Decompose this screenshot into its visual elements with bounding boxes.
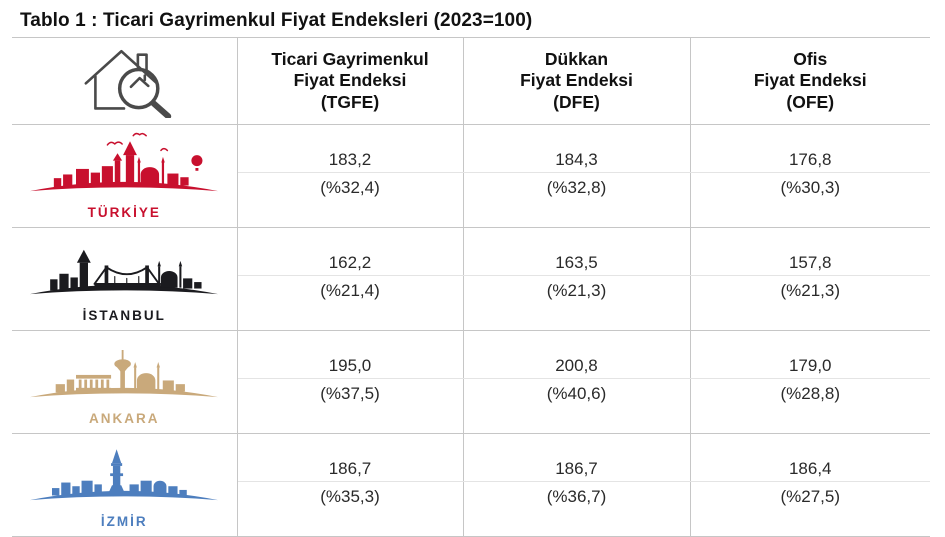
change-ankara-dfe: (%40,6) <box>463 378 691 434</box>
change-turkiye-tgfe: (%32,4) <box>237 172 464 228</box>
region-cell-izmir: İZMİR <box>12 433 238 537</box>
change-turkiye-ofe: (%30,3) <box>690 172 930 228</box>
change-turkiye-dfe: (%32,8) <box>463 172 691 228</box>
value-turkiye-tgfe: 183,2 <box>237 124 464 173</box>
value-istanbul-ofe: 157,8 <box>690 227 930 276</box>
region-cell-ankara: ANKARA <box>12 330 238 434</box>
table-row-change: (%32,4) (%32,8) (%30,3) <box>12 172 930 228</box>
tgfe-header-line2: Fiyat Endeksi <box>293 70 407 91</box>
region-label-ankara: ANKARA <box>89 411 160 426</box>
dfe-header-line1: Dükkan <box>544 48 609 69</box>
table-row-change: (%35,3) (%36,7) (%27,5) <box>12 481 930 537</box>
table-row-change: (%37,5) (%40,6) (%28,8) <box>12 378 930 434</box>
value-izmir-tgfe: 186,7 <box>237 433 464 482</box>
change-ankara-tgfe: (%37,5) <box>237 378 464 434</box>
value-turkiye-ofe: 176,8 <box>690 124 930 173</box>
region-label-istanbul: İSTANBUL <box>82 308 166 323</box>
house-magnifier-icon <box>84 49 172 119</box>
header-icon-cell <box>12 37 238 125</box>
ofe-header-line3: (OFE) <box>786 91 835 112</box>
change-izmir-ofe: (%27,5) <box>690 481 930 537</box>
change-istanbul-dfe: (%21,3) <box>463 275 691 331</box>
value-turkiye-dfe: 184,3 <box>463 124 691 173</box>
value-ankara-tgfe: 195,0 <box>237 330 464 379</box>
value-izmir-dfe: 186,7 <box>463 433 691 482</box>
table-row: ANKARA 195,0 200,8 179,0 <box>12 330 930 434</box>
table-row: İZMİR 186,7 186,7 186,4 <box>12 433 930 537</box>
table-header-row: Ticari Gayrimenkul Fiyat Endeksi (TGFE) … <box>12 37 930 125</box>
dfe-header-line3: (DFE) <box>553 91 600 112</box>
istanbul-skyline-icon <box>30 249 219 295</box>
ofe-header-line1: Ofis <box>793 48 828 69</box>
tgfe-header-line3: (TGFE) <box>320 91 380 112</box>
value-ankara-ofe: 179,0 <box>690 330 930 379</box>
region-cell-turkiye: TÜRKİYE <box>12 124 238 228</box>
table-row: TÜRKİYE 183,2 184,3 176,8 <box>12 124 930 228</box>
page-title: Tablo 1 : Ticari Gayrimenkul Fiyat Endek… <box>20 10 533 31</box>
column-header-tgfe: Ticari Gayrimenkul Fiyat Endeksi (TGFE) <box>237 37 464 125</box>
izmir-skyline-icon <box>30 449 219 501</box>
column-header-dfe: Dükkan Fiyat Endeksi (DFE) <box>463 37 691 125</box>
region-label-turkiye: TÜRKİYE <box>87 205 161 220</box>
value-izmir-ofe: 186,4 <box>690 433 930 482</box>
turkiye-skyline-icon <box>30 132 219 192</box>
ofe-header-line2: Fiyat Endeksi <box>753 70 867 91</box>
region-cell-istanbul: İSTANBUL <box>12 227 238 331</box>
change-izmir-tgfe: (%35,3) <box>237 481 464 537</box>
change-istanbul-ofe: (%21,3) <box>690 275 930 331</box>
table-row: İSTANBUL 162,2 163,5 157,8 <box>12 227 930 331</box>
table-row-change: (%21,4) (%21,3) (%21,3) <box>12 275 930 331</box>
value-istanbul-tgfe: 162,2 <box>237 227 464 276</box>
price-index-table: Ticari Gayrimenkul Fiyat Endeksi (TGFE) … <box>12 37 930 537</box>
value-istanbul-dfe: 163,5 <box>463 227 691 276</box>
change-izmir-dfe: (%36,7) <box>463 481 691 537</box>
change-ankara-ofe: (%28,8) <box>690 378 930 434</box>
tgfe-header-line1: Ticari Gayrimenkul <box>271 48 429 69</box>
region-label-izmir: İZMİR <box>100 514 148 529</box>
dfe-header-line2: Fiyat Endeksi <box>520 70 633 91</box>
column-header-ofe: Ofis Fiyat Endeksi (OFE) <box>690 37 930 125</box>
value-ankara-dfe: 200,8 <box>463 330 691 379</box>
change-istanbul-tgfe: (%21,4) <box>237 275 464 331</box>
ankara-skyline-icon <box>30 350 219 398</box>
